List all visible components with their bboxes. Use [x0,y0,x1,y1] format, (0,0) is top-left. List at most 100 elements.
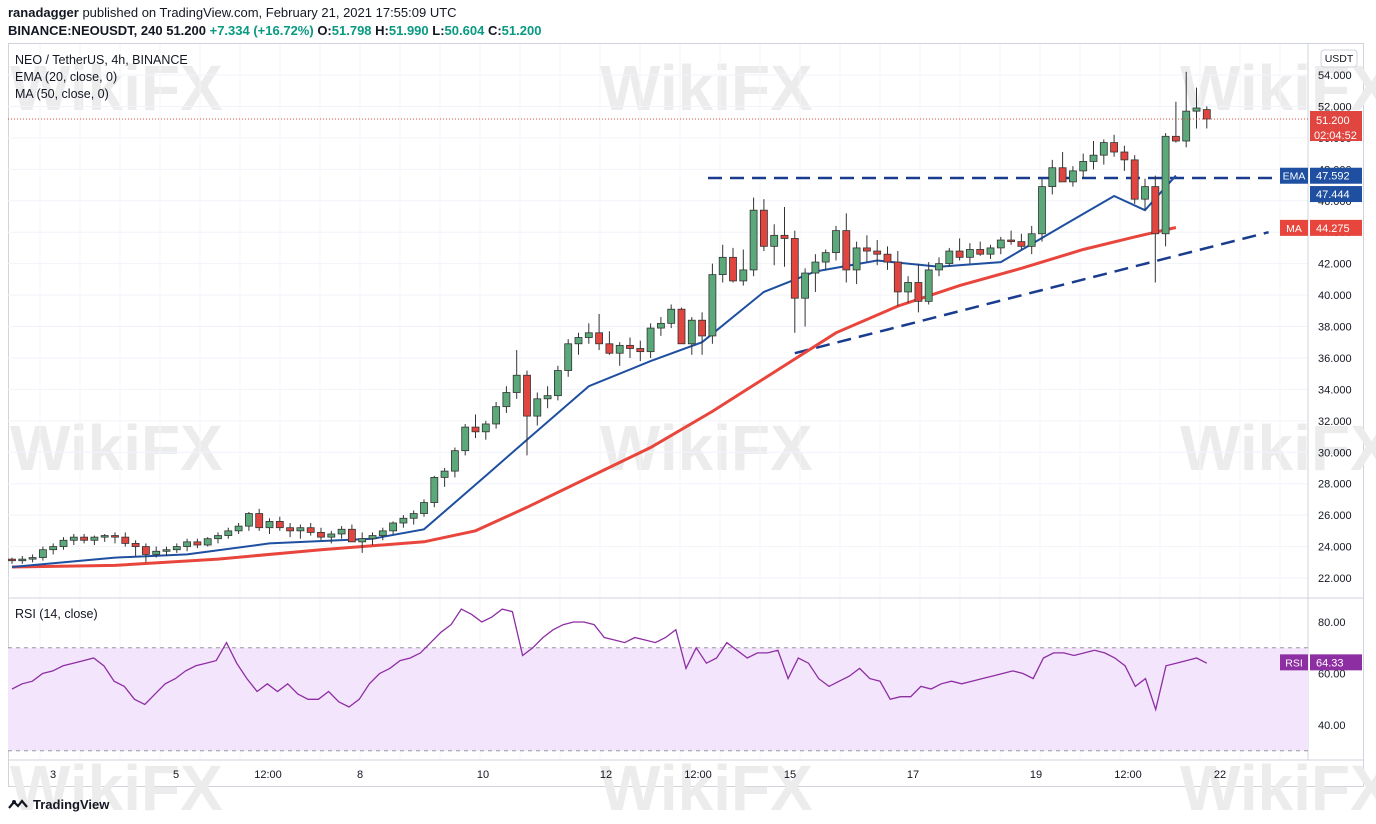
candle-body [996,239,1005,249]
candle [533,392,542,426]
candle-body [718,256,727,276]
candle-body [945,250,954,265]
legend-ma[interactable]: MA (50, close, 0) [15,87,109,101]
candle [1172,101,1180,143]
countdown-value: 02:04:52 [1314,130,1357,142]
rsi-tick-label: 80.00 [1318,617,1346,629]
candle-body [90,536,99,541]
candle-body [28,557,37,560]
candle-body [183,541,192,547]
last-price: 51.200 [166,23,206,38]
legend-ema[interactable]: EMA (20, close, 0) [15,70,118,84]
candle-body [564,343,573,371]
candle [430,475,439,508]
candle-body [420,502,428,514]
price-tick-label: 24.000 [1318,542,1352,554]
candle [584,323,593,344]
candle [914,263,923,313]
candle-body [1120,151,1129,161]
support-resistance-lines [708,176,1300,355]
candle-body [873,250,882,255]
candle-body [966,249,974,258]
candle-body [657,322,665,329]
publish-info: published on TradingView.com, February 2… [82,5,457,20]
candle [873,240,882,266]
close-value: 51.200 [501,23,542,38]
candle-body [584,332,593,338]
candle [275,516,284,531]
candle [100,533,109,542]
candle [1192,87,1201,129]
price-tick-label: 40.000 [1318,290,1352,302]
candle-body [100,535,109,538]
price-tick-label: 26.000 [1318,510,1352,522]
price-tick-label: 28.000 [1318,479,1352,491]
candle-body [1079,161,1088,172]
last-price-value: 51.200 [1316,115,1350,127]
candle [1058,152,1067,183]
publisher-name[interactable]: ranadagger [8,5,79,20]
rsi-levels [8,647,1308,752]
candle [1120,145,1129,171]
candle [749,197,758,277]
candle-body [471,426,480,433]
candle [481,420,490,440]
candle [821,249,830,270]
legend-rsi[interactable]: RSI (14, close) [15,607,98,621]
candle-body [770,234,779,247]
candle-body [234,525,243,532]
candle-body [790,238,799,299]
low-value: 50.604 [444,23,485,38]
watermark-text: WikiFX [10,412,223,484]
candle [1161,133,1170,247]
candle [564,339,573,377]
candle-body [893,261,902,293]
candle [708,263,717,344]
candle [265,518,274,534]
candle [1110,134,1118,157]
candles [8,71,1308,564]
candle-body [533,398,542,417]
candle-body [1110,142,1118,153]
rsi-value-tag-box [1310,654,1362,671]
candle [883,246,892,270]
candle-body [337,528,346,535]
tradingview-icon [8,798,28,809]
low-label: L: [432,23,445,38]
candle-body [935,263,943,271]
candle-body [512,374,521,393]
candle-body [976,249,985,255]
candle-body [914,282,923,302]
candle [852,241,861,285]
price-tick-label: 22.000 [1318,573,1352,585]
candle-body [121,536,130,544]
candle-body [1058,167,1067,183]
candle [966,243,974,264]
rsi-legend: RSI (14, close) [15,606,98,623]
candle-body [636,348,645,353]
candle [59,537,68,550]
candle-body [554,370,562,397]
price-tags: 51.200 02:04:52 47.592 47.444 44.275 64.33 EMA… [1280,111,1362,671]
ema20-line [11,174,1177,568]
watermark-text: WikiFX [1180,752,1376,824]
ma-value-tag-box [1310,219,1362,236]
candle [893,251,902,307]
tradingview-logo[interactable]: TradingView [8,797,109,812]
candle [1048,159,1057,195]
candle [347,524,356,543]
candle-body [481,423,490,433]
candle [1182,71,1191,148]
candle [646,323,655,358]
candle-body [677,308,686,345]
rsi-line-group [11,608,1208,712]
price-tick-label: 36.000 [1318,353,1352,365]
candle [296,524,305,539]
watermark-text: WikiFX [10,752,223,824]
price-tick-label: 42.000 [1318,259,1352,271]
candle-body [760,209,768,247]
candle [368,532,377,545]
ema-label-tag-text: EMA [1283,171,1306,183]
ma-label-tag-box [1280,219,1308,236]
